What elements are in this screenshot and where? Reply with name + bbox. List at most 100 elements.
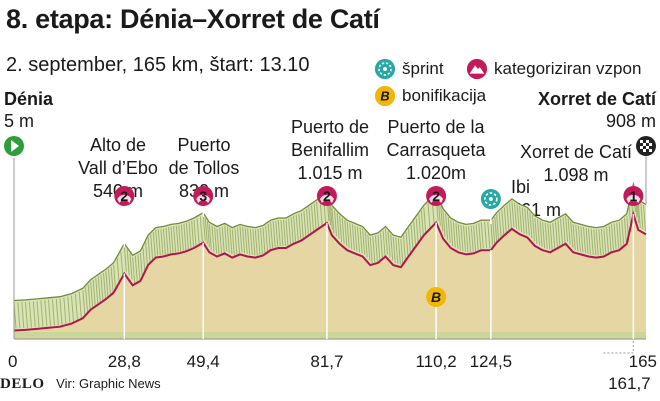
climb-marker-arc (196, 194, 211, 203)
climb-label-carrasqueta: Puerto de la Carrasqueta 1.020m (386, 116, 485, 185)
ridge-texture (90, 281, 94, 308)
legend-bonus: B bonifikacija (374, 85, 486, 107)
ridge-texture (28, 301, 32, 328)
ridge-texture (216, 228, 220, 255)
ridge-texture (97, 276, 101, 303)
ridge-texture (349, 223, 353, 250)
flag-square (649, 143, 652, 146)
climb-label-benifallim: Puerto de Benifallim 1.015 m (291, 116, 369, 185)
ridge-texture (532, 215, 535, 242)
ridge-texture (48, 299, 51, 326)
ridge-texture (51, 299, 55, 326)
ridge-texture (506, 205, 510, 232)
ridge-texture (397, 238, 401, 265)
ridge-texture (521, 207, 525, 234)
ridge-texture (359, 227, 363, 254)
ridge-texture (567, 218, 571, 245)
climb-name-line1: Xorret de Catí (519, 142, 633, 162)
climb-marker-arc (429, 194, 444, 203)
ridge-texture (242, 227, 246, 254)
ridge-texture (313, 203, 317, 230)
sprint-icon (374, 58, 396, 80)
ridge-texture (175, 225, 179, 252)
ridge-texture (637, 201, 641, 229)
ridge-texture (100, 274, 104, 301)
ridge-texture (557, 219, 561, 247)
ridge-texture (519, 206, 523, 233)
sprint-marker-ring (484, 192, 498, 206)
bonus-marker-icon (426, 287, 447, 307)
ridge-texture (267, 223, 271, 250)
ridge-texture (468, 226, 472, 253)
ridge-texture (71, 295, 74, 322)
ridge-texture (270, 222, 274, 249)
climb-marker-arc (117, 194, 132, 203)
x-tick-label: 81,7 (310, 352, 343, 371)
ridge-texture (385, 228, 388, 255)
ridge-texture (455, 222, 459, 249)
climb-name-line2: Benifallim (290, 140, 370, 160)
ridge-texture (465, 226, 469, 253)
ridge-texture (475, 224, 479, 251)
climb-elevation: 1.015 m (297, 163, 363, 183)
ridge-texture (155, 229, 159, 256)
start-elevation: 5 m (4, 111, 35, 131)
climb-category: 2 (323, 188, 331, 204)
ridge-texture (214, 227, 218, 254)
ridge-texture (162, 228, 166, 255)
ridge-texture (173, 226, 177, 253)
ridge-texture (524, 208, 528, 235)
climb-name-line1: Puerto de la (387, 117, 485, 137)
ridge-texture (180, 224, 184, 251)
ridge-texture (92, 279, 96, 306)
flag-square (640, 140, 643, 143)
ridge-texture (372, 236, 376, 263)
svg-text:B: B (380, 89, 389, 104)
bonus-icon: B (374, 85, 396, 107)
flag-square (643, 149, 646, 152)
ridge-texture (219, 227, 223, 254)
ridge-texture (544, 222, 548, 249)
ridge-texture (405, 231, 409, 258)
ridge-texture (478, 223, 482, 250)
ridge-texture (108, 268, 111, 295)
ridge-texture (74, 293, 78, 320)
ridge-texture (78, 291, 82, 318)
ridge-texture (585, 227, 589, 254)
climb-category: 3 (199, 188, 207, 204)
ridge-texture (196, 218, 200, 245)
ridge-texture (331, 207, 335, 234)
ridge-texture (608, 225, 612, 252)
x-tick-label: 49,4 (187, 352, 220, 371)
footer: DELO Vir: Graphic News (0, 376, 161, 393)
ridge-texture (606, 227, 609, 254)
ridge-texture (285, 219, 289, 247)
ridge-texture (565, 215, 569, 242)
climb-elevation: 1.020m (405, 163, 467, 183)
climb-label-xorret: Xorret de Catí 1.098 m (520, 141, 632, 187)
ridge-texture (110, 266, 114, 293)
ridge-texture (231, 229, 235, 256)
ridge-texture (204, 217, 208, 245)
ridge-texture (36, 300, 40, 327)
ridge-texture (364, 231, 368, 258)
ridge-texture (403, 235, 406, 262)
ridge-texture (221, 226, 225, 253)
x-tick-label: 161,7 (608, 374, 651, 393)
climb-category: 2 (120, 188, 128, 204)
ridge-texture (382, 230, 386, 257)
ridge-texture (413, 221, 417, 248)
ridge-texture (516, 204, 520, 231)
ridge-texture (183, 223, 187, 250)
ridge-texture (423, 207, 427, 234)
ridge-texture (570, 221, 574, 248)
ridge-texture (377, 234, 381, 261)
ridge-texture (537, 219, 540, 246)
ridge-texture (367, 234, 371, 261)
ridge-texture (17, 302, 21, 329)
ridge-texture (193, 219, 197, 247)
ridge-texture (339, 215, 343, 242)
start-name: Dénia (4, 89, 54, 109)
ridge-texture (603, 228, 607, 255)
ridge-texture (254, 229, 258, 256)
